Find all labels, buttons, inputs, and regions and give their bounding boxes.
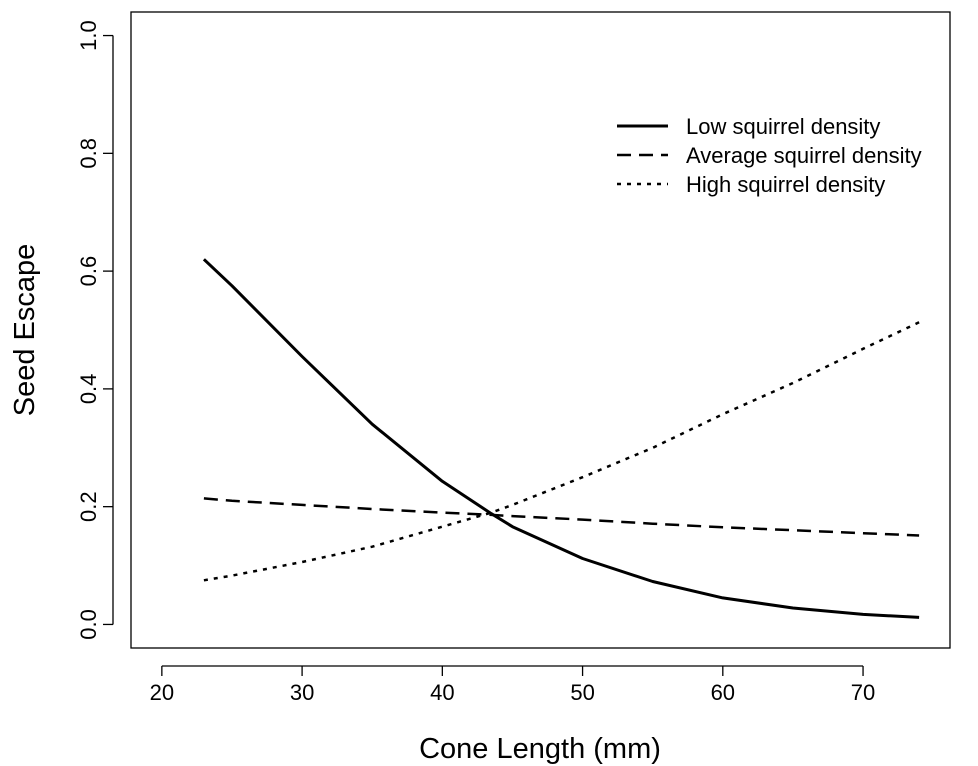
y-tick-label: 0.0 bbox=[76, 609, 101, 640]
x-axis-title: Cone Length (mm) bbox=[419, 733, 661, 765]
plot-frame bbox=[130, 11, 951, 649]
x-tick-label: 50 bbox=[570, 680, 594, 705]
legend-label: Low squirrel density bbox=[686, 114, 880, 139]
series-line-solid bbox=[202, 258, 920, 619]
x-axis: 20 30 40 50 60 70 bbox=[150, 665, 875, 705]
series-line-dashed bbox=[203, 497, 920, 537]
legend: Low squirrel density Average squirrel den… bbox=[617, 114, 922, 197]
legend-label: Average squirrel density bbox=[686, 143, 922, 168]
series-line-dotted bbox=[203, 321, 920, 582]
x-tick-label: 70 bbox=[851, 680, 875, 705]
x-tick-label: 20 bbox=[150, 680, 174, 705]
series-layer bbox=[202, 258, 920, 619]
y-tick-label: 0.8 bbox=[76, 138, 101, 169]
y-tick-label: 0.4 bbox=[76, 374, 101, 405]
legend-label: High squirrel density bbox=[686, 172, 885, 197]
x-tick-label: 30 bbox=[290, 680, 314, 705]
y-tick-label: 0.2 bbox=[76, 491, 101, 522]
y-axis-title: Seed Escape bbox=[9, 244, 41, 417]
y-tick-label: 0.6 bbox=[76, 256, 101, 287]
y-axis: 0.0 0.2 0.4 0.6 0.8 1.0 bbox=[76, 20, 114, 640]
x-tick-label: 60 bbox=[711, 680, 735, 705]
y-tick-label: 1.0 bbox=[76, 20, 101, 51]
x-tick-label: 40 bbox=[430, 680, 454, 705]
